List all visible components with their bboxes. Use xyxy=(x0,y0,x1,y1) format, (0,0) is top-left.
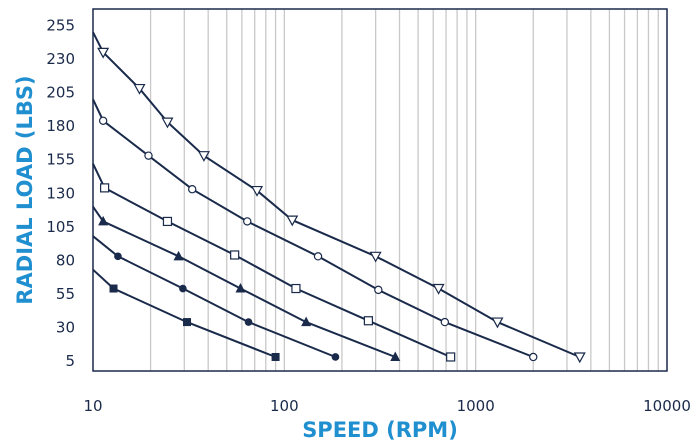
y-axis-title: RADIAL LOAD (LBS) xyxy=(13,75,37,304)
y-tick-label: 130 xyxy=(46,184,75,202)
data-point-1-3 xyxy=(161,117,174,129)
y-tick-label: 30 xyxy=(56,318,75,336)
x-tick-label: 100 xyxy=(270,397,299,415)
data-point-1-9 xyxy=(491,317,504,329)
y-tick-label: 255 xyxy=(46,17,75,35)
series-line-3 xyxy=(92,163,452,358)
series-line-4 xyxy=(92,206,396,358)
data-point-1-2 xyxy=(133,83,146,95)
data-point-6-2 xyxy=(183,318,192,327)
y-tick-label: 155 xyxy=(46,151,75,169)
data-point-6-3 xyxy=(271,352,280,361)
x-axis-title: SPEED (RPM) xyxy=(302,418,458,440)
series-group xyxy=(92,31,586,364)
grid-lines xyxy=(149,9,659,371)
data-point-5-2 xyxy=(179,284,187,293)
data-point-6-1 xyxy=(109,284,118,293)
y-tick-label: 230 xyxy=(46,50,75,68)
data-point-4-2 xyxy=(173,250,184,261)
data-point-5-1 xyxy=(114,252,122,261)
data-point-4-4 xyxy=(301,316,312,327)
data-point-4-5 xyxy=(390,351,401,361)
data-point-5-4 xyxy=(331,353,340,361)
y-tick-label: 5 xyxy=(65,352,75,370)
y-tick-label: 80 xyxy=(56,251,75,269)
data-point-2-3 xyxy=(188,185,197,194)
data-point-2-5 xyxy=(313,252,323,261)
x-tick-label: 1000 xyxy=(457,397,495,415)
data-point-2-7 xyxy=(440,317,450,327)
y-tick-label: 180 xyxy=(46,117,75,135)
data-point-1-5 xyxy=(251,185,264,197)
y-tick-label: 205 xyxy=(46,84,75,102)
data-point-1-6 xyxy=(286,215,299,227)
data-point-1-10 xyxy=(573,352,586,364)
data-point-3-6 xyxy=(446,352,456,362)
data-point-3-4 xyxy=(291,283,301,294)
data-point-4-1 xyxy=(98,215,109,226)
data-point-1-4 xyxy=(197,151,210,162)
plot-frame xyxy=(92,8,668,372)
data-point-2-6 xyxy=(374,285,383,295)
y-tick-label: 55 xyxy=(56,285,75,303)
series-line-1 xyxy=(92,31,581,358)
series-line-6 xyxy=(92,268,276,358)
y-tick-label: 105 xyxy=(46,218,75,236)
x-tick-labels: 10 100 1000 10000 xyxy=(83,397,690,415)
x-tick-label: 10 xyxy=(83,397,102,415)
data-point-3-2 xyxy=(162,216,173,227)
data-point-1-1 xyxy=(97,47,110,59)
x-tick-label: 10000 xyxy=(643,397,691,415)
data-point-2-8 xyxy=(529,352,538,362)
data-point-4-3 xyxy=(235,283,246,293)
data-point-5-3 xyxy=(244,318,253,326)
data-point-3-1 xyxy=(100,183,110,193)
data-point-3-5 xyxy=(363,316,373,326)
data-point-3-3 xyxy=(230,250,240,260)
y-tick-labels: 5 30 55 80 105 130 155 180 205 230 255 xyxy=(46,17,75,371)
data-point-2-1 xyxy=(98,116,108,125)
data-point-2-4 xyxy=(243,217,252,226)
data-point-1-7 xyxy=(369,251,382,263)
data-point-1-8 xyxy=(432,283,445,295)
data-point-2-2 xyxy=(144,151,153,160)
